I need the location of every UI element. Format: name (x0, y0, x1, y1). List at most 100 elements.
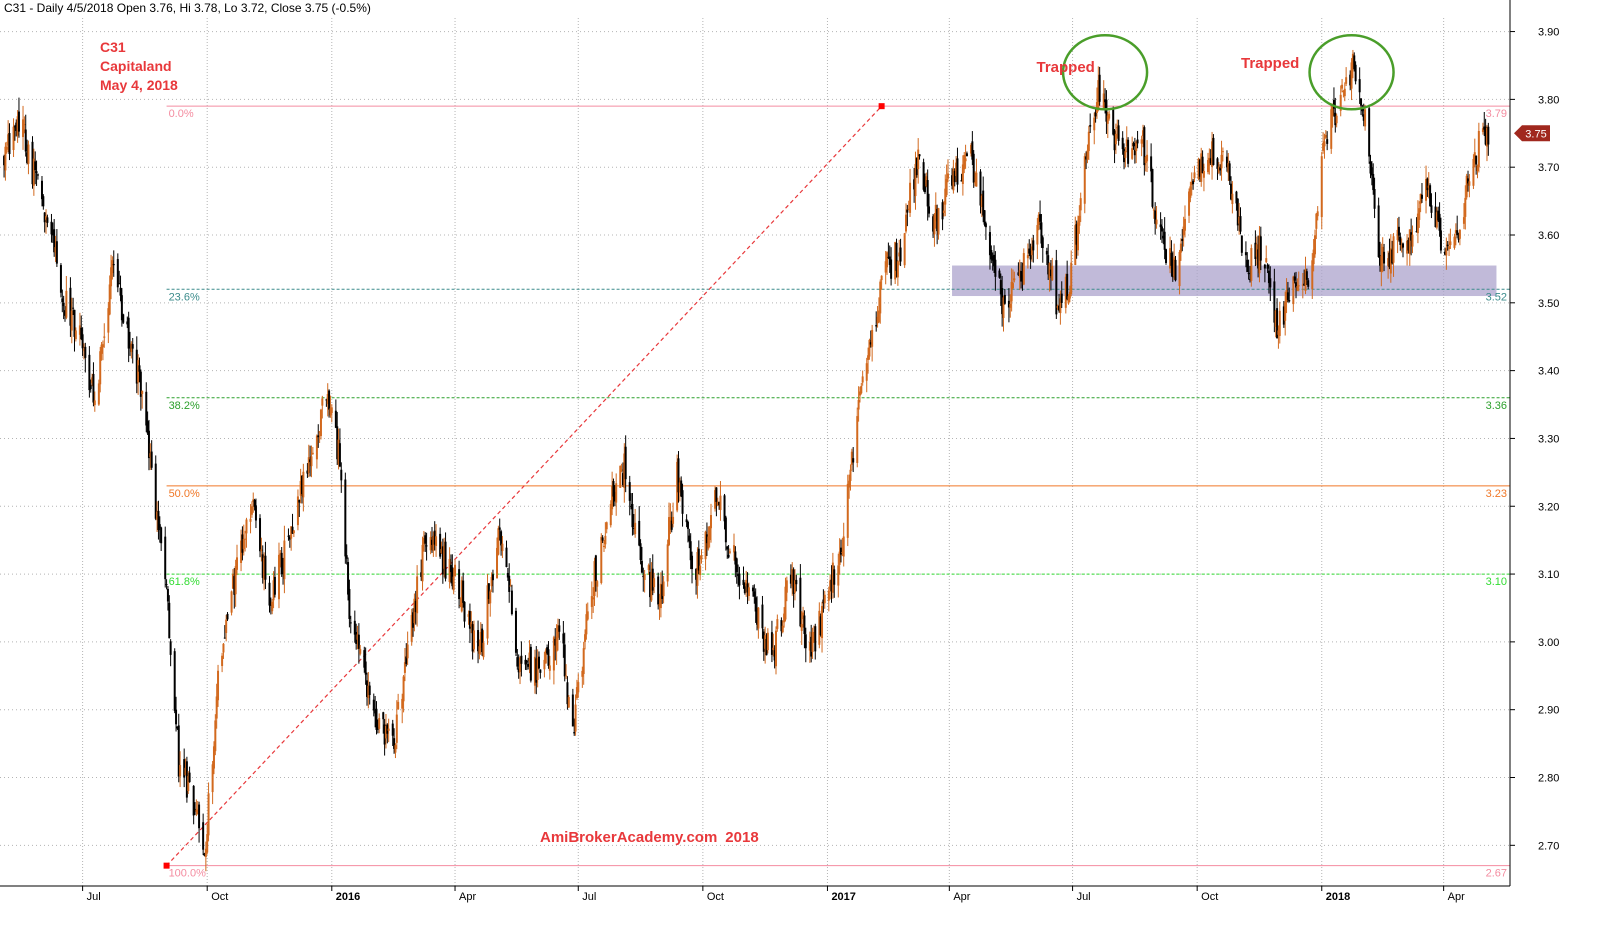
candle-body (697, 548, 700, 571)
candle-body (555, 636, 558, 652)
candle-body (1201, 156, 1204, 173)
candle-body (108, 284, 111, 315)
y-tick-label: 3.30 (1538, 433, 1559, 445)
candle-body (1154, 210, 1157, 224)
candle-body (827, 590, 830, 601)
candle-body (1351, 53, 1354, 68)
candle-body (1304, 269, 1307, 291)
candle-body (517, 668, 520, 673)
candle-body (347, 562, 350, 595)
title-symbol: C31 (100, 39, 126, 55)
candle-body (1380, 255, 1383, 272)
candle-body (410, 614, 413, 642)
candle-body (536, 658, 539, 680)
candle-body (1278, 310, 1281, 336)
candle-body (871, 329, 874, 347)
candle-body (773, 650, 776, 661)
candle-body (184, 767, 187, 776)
candle-body (103, 336, 106, 338)
candle-body (1231, 193, 1234, 205)
candle-body (470, 622, 473, 627)
candle-body (130, 343, 133, 353)
candle-body (298, 499, 301, 503)
x-tick-label: Oct (211, 891, 228, 903)
candle-body (857, 399, 860, 410)
candle-body (112, 264, 115, 266)
candle-body (1396, 229, 1399, 241)
candle-body (1322, 143, 1325, 151)
candle-body (829, 580, 832, 590)
candle-body (1200, 153, 1203, 182)
candle-body (253, 499, 256, 507)
candle-body (448, 558, 451, 583)
candle-body (287, 535, 290, 537)
candle-body (800, 624, 803, 631)
candle-body (472, 630, 475, 650)
candle-body (1070, 262, 1073, 294)
candle-body (413, 598, 416, 624)
candle-body (1360, 98, 1363, 106)
candle-body (1017, 272, 1020, 276)
candle-body (272, 580, 275, 601)
candle-body (429, 537, 432, 551)
candle-body (1246, 259, 1249, 273)
candle-body (649, 571, 652, 598)
candle-body (600, 536, 603, 583)
candle-body (776, 619, 779, 629)
candle-body (556, 625, 559, 638)
candle-body (770, 632, 773, 655)
candle-body (743, 583, 746, 593)
candle-body (27, 144, 30, 164)
fib-anchor-start (163, 862, 170, 869)
candle-body (318, 431, 321, 434)
candle-body (1456, 230, 1459, 236)
candle-body (609, 503, 612, 526)
candle-body (990, 249, 993, 260)
candle-body (980, 195, 983, 207)
candle-body (311, 452, 314, 454)
candle-body (917, 149, 920, 170)
candle-body (1058, 305, 1061, 311)
candle-body (1150, 156, 1153, 172)
candle-body (403, 662, 406, 673)
candle-body (1443, 251, 1446, 255)
candle-body (955, 162, 958, 176)
candle-body (1343, 88, 1346, 97)
candle-body (1074, 225, 1077, 265)
candle-body (1102, 93, 1105, 108)
candle-body (204, 848, 207, 858)
candle-body (81, 334, 84, 349)
candle-body (1125, 139, 1128, 147)
candle-body (830, 579, 833, 592)
candle-body (804, 634, 807, 649)
candle-body (387, 728, 390, 731)
candle-body (1079, 198, 1082, 211)
candle-body (43, 212, 46, 223)
candle-body (533, 656, 536, 686)
candle-body (993, 254, 996, 267)
candle-body (1041, 237, 1044, 249)
candle-body (869, 342, 872, 345)
candle-body (13, 126, 16, 128)
candle-body (709, 515, 712, 529)
candle-body (1487, 126, 1490, 145)
candle-body (575, 687, 578, 699)
candle-body (1104, 99, 1107, 103)
candle-body (604, 535, 607, 545)
candle-body (35, 171, 38, 173)
candle-body (230, 591, 233, 613)
candle-body (1029, 250, 1032, 260)
candle-body (519, 657, 522, 672)
candle-body (1324, 134, 1327, 138)
candle-body (814, 626, 817, 652)
candle-body (1075, 224, 1078, 245)
candle-body (401, 698, 404, 709)
candle-body (336, 426, 339, 460)
candle-body (774, 630, 777, 667)
candle-body (188, 772, 191, 783)
candle-body (1193, 172, 1196, 179)
candle-body (1484, 126, 1487, 145)
candle-body (1426, 178, 1429, 191)
candle-body (1437, 210, 1440, 221)
candle-body (222, 643, 225, 653)
